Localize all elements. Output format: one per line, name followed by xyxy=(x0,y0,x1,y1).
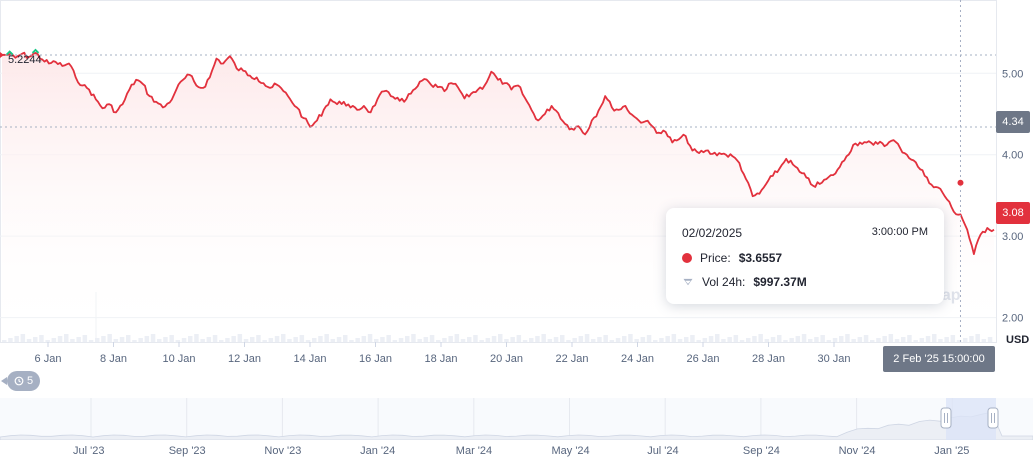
x-tick-label: 16 Jan xyxy=(359,353,392,365)
current-price-badge: 3.08 xyxy=(996,202,1030,224)
x-tick-label: 24 Jan xyxy=(621,353,654,365)
navigator-tick-label: Jan '25 xyxy=(934,445,970,457)
navigator-tick-label: Sep '23 xyxy=(168,445,206,457)
y-tick-label: 2.00 xyxy=(1002,313,1023,325)
x-tick-label: 14 Jan xyxy=(293,353,326,365)
x-tick-label: 22 Jan xyxy=(555,353,588,365)
history-icon xyxy=(14,376,24,386)
price-dot-icon xyxy=(682,253,692,263)
plot-frame xyxy=(0,0,997,343)
tooltip-vol-row: Vol 24h: $997.37M xyxy=(682,275,807,289)
x-tick-label: 18 Jan xyxy=(424,353,457,365)
x-tick-label: 30 Jan xyxy=(817,353,850,365)
price-line-up-segment xyxy=(6,50,14,56)
x-tick-label: 28 Jan xyxy=(752,353,785,365)
navigator-tick-label: May '24 xyxy=(551,445,590,457)
tooltip-price-label: Price: xyxy=(700,251,731,265)
highlight-point xyxy=(956,178,965,187)
navigator-tick-label: Nov '23 xyxy=(264,445,302,457)
navigator-tick-label: Jul '24 xyxy=(647,445,679,457)
navigator-tick-label: Sep '24 xyxy=(742,445,780,457)
y-tick-label: 5.00 xyxy=(1002,68,1023,80)
tooltip-price-value: $3.6557 xyxy=(738,251,783,265)
cursor-date-label: 2 Feb '25 15:00:00 xyxy=(883,346,995,372)
x-tick-label: 26 Jan xyxy=(686,353,719,365)
tooltip: 02/02/2025 3:00:00 PM Price: $3.6557 Vol… xyxy=(666,208,944,304)
history-zoom-count: 5 xyxy=(26,375,34,387)
tooltip-vol-label: Vol 24h: xyxy=(702,275,746,289)
navigator-tick-label: Jan '24 xyxy=(360,445,396,457)
x-tick-label: 8 Jan xyxy=(100,353,127,365)
x-tick-label: 12 Jan xyxy=(228,353,261,365)
y-tick-label: 3.00 xyxy=(1002,231,1023,243)
volume-icon xyxy=(683,278,693,285)
x-tick-label: 10 Jan xyxy=(162,353,195,365)
crosshair-price-badge: 4.34 xyxy=(996,111,1030,133)
y-axis-unit: USD xyxy=(1006,334,1030,346)
navigator-right-handle[interactable] xyxy=(987,407,999,429)
history-zoom-button[interactable]: 5 xyxy=(1,371,40,391)
tooltip-price-row: Price: $3.6557 xyxy=(682,251,782,265)
price-line-up-segment xyxy=(31,48,40,54)
tooltip-vol-value: $997.37M xyxy=(753,275,807,289)
start-price-marker xyxy=(0,52,4,59)
navigator-tick-label: Jul '23 xyxy=(73,445,105,457)
tooltip-time: 3:00:00 PM xyxy=(871,226,928,238)
x-tick-label: 20 Jan xyxy=(490,353,523,365)
y-tick-label: 4.00 xyxy=(1002,150,1023,162)
navigator-left-handle[interactable] xyxy=(940,407,952,429)
navigator-tick-label: Nov '24 xyxy=(838,445,876,457)
navigator-area xyxy=(0,411,1033,440)
start-price-label: 5.2244 xyxy=(8,54,42,66)
navigator-chart[interactable] xyxy=(0,398,1033,440)
price-line xyxy=(1,51,995,255)
navigator-tick-label: Mar '24 xyxy=(455,445,493,457)
tooltip-date: 02/02/2025 xyxy=(682,226,743,240)
x-tick-label: 6 Jan xyxy=(35,353,62,365)
